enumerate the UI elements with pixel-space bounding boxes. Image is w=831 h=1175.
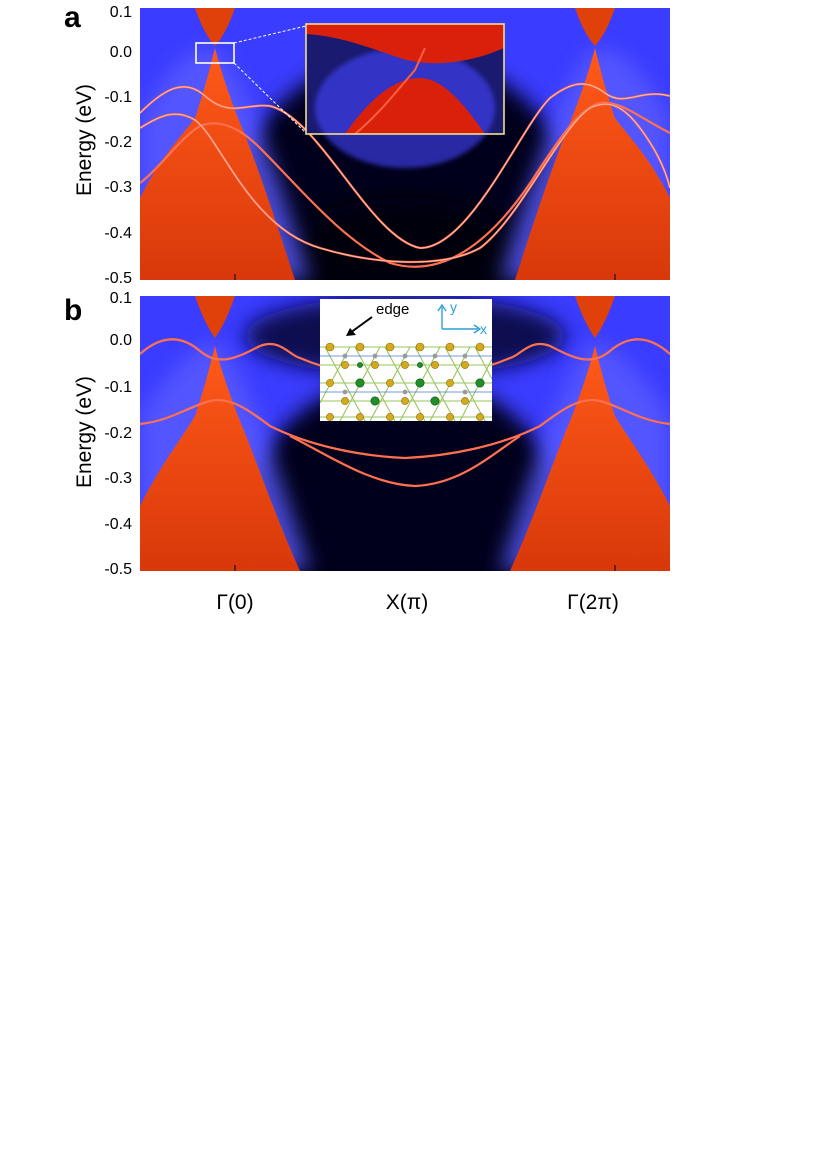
- crystal-lattice: [320, 299, 492, 421]
- xtick-gamma-2pi: Γ(2π): [567, 591, 619, 614]
- panel-b-ytick: 0.0: [109, 332, 132, 349]
- panel-b-ytick: -0.2: [104, 425, 132, 442]
- panel-a-ytick: 0.0: [109, 44, 132, 61]
- axis-y-label: y: [450, 299, 457, 315]
- edge-label: edge: [376, 301, 410, 318]
- panel-b-letter: b: [64, 294, 83, 327]
- panel-a-letter: a: [64, 1, 81, 34]
- panel-b-plot: edge y x: [140, 296, 670, 571]
- panel-a-ytick: 0.1: [109, 4, 132, 21]
- panel-a-ytick: -0.1: [104, 89, 132, 106]
- xtick-gamma-0: Γ(0): [216, 591, 254, 614]
- axis-x-label: x: [480, 321, 487, 337]
- panel-b-ytick: 0.1: [109, 290, 132, 307]
- axes-arrows-icon: [437, 303, 482, 334]
- panel-a-ytick: -0.5: [104, 270, 132, 287]
- crystal-structure-inset: edge y x: [320, 299, 492, 421]
- panel-a-spectrum: [140, 8, 670, 280]
- edge-arrow-icon: [346, 316, 373, 336]
- panel-b-ytick: -0.4: [104, 516, 132, 533]
- panel-a-zoom-inset: [305, 23, 505, 168]
- panel-b-ytick: -0.3: [104, 470, 132, 487]
- panel-a-ytick: -0.2: [104, 134, 132, 151]
- panel-b-ytick: -0.5: [104, 561, 132, 578]
- panel-a-ytick: -0.4: [104, 225, 132, 242]
- panel-a-ytick: -0.3: [104, 179, 132, 196]
- panel-b-ytick: -0.1: [104, 379, 132, 396]
- xtick-x-pi: X(π): [385, 591, 429, 614]
- panel-a-plot: [140, 8, 670, 280]
- figure: a Energy (eV) 0.1 0.0 -0.1 -0.2 -0.3 -0.…: [64, 1, 670, 614]
